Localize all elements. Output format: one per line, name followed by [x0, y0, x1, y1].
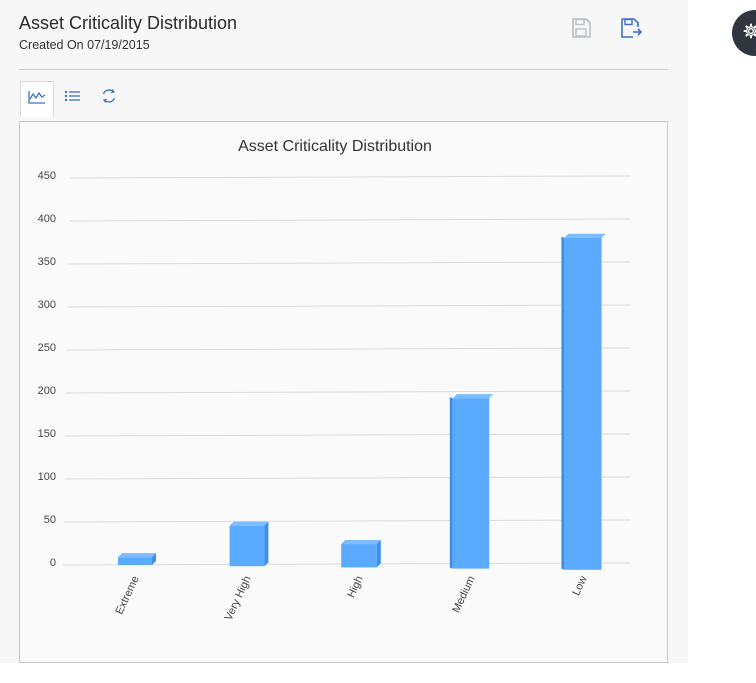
right-gutter: [688, 0, 756, 683]
y-tick-label: 150: [38, 428, 56, 440]
y-tick-label: 300: [38, 299, 56, 311]
y-tick-label: 400: [38, 213, 56, 225]
header-divider: [19, 69, 668, 70]
y-tick-label: 450: [38, 170, 56, 182]
gridline: [64, 476, 631, 480]
bar[interactable]: [229, 521, 269, 567]
bar[interactable]: [341, 540, 381, 568]
gridline: [63, 519, 631, 523]
y-tick-label: 100: [38, 471, 56, 483]
y-tick-label: 200: [38, 385, 56, 397]
page-title: Asset Criticality Distribution: [19, 13, 238, 33]
gridline: [68, 261, 631, 265]
chart-view-icon: [27, 89, 47, 110]
chart-view-button[interactable]: [20, 81, 54, 117]
bar-chart: Asset Criticality Distribution 0 50 100 150…: [38, 138, 631, 623]
gridline: [65, 433, 631, 437]
list-view-button[interactable]: [56, 81, 90, 115]
chart-title: Asset Criticality Distribution: [238, 138, 432, 155]
bar[interactable]: [118, 553, 156, 565]
gridline: [66, 390, 631, 394]
gridline: [67, 304, 631, 308]
x-tick-label: Medium: [450, 574, 477, 615]
x-tick-label: High: [345, 574, 365, 600]
y-tick-label: 50: [44, 514, 56, 526]
bar[interactable]: [561, 233, 606, 570]
refresh-icon: [100, 88, 118, 109]
chart-container: Asset Criticality Distribution 0 50 100 150…: [19, 121, 668, 663]
bar[interactable]: [449, 394, 494, 569]
y-tick-label: 350: [38, 256, 56, 268]
x-tick-label: Low: [570, 574, 589, 597]
list-view-icon: [64, 89, 82, 108]
save-as-icon[interactable]: [619, 17, 643, 39]
refresh-button[interactable]: [92, 81, 126, 115]
gridline: [69, 175, 631, 179]
gridline: [66, 347, 631, 351]
page-subtitle: Created On 07/19/2015: [19, 38, 150, 52]
bottom-gutter: [0, 663, 688, 683]
gridline: [69, 218, 631, 222]
save-icon[interactable]: [570, 17, 592, 39]
x-tick-label: Very High: [223, 574, 254, 622]
gear-icon: [743, 23, 756, 44]
x-tick-label: Extreme: [114, 574, 142, 616]
y-tick-label: 250: [38, 342, 56, 354]
y-tick-label: 0: [50, 557, 56, 569]
